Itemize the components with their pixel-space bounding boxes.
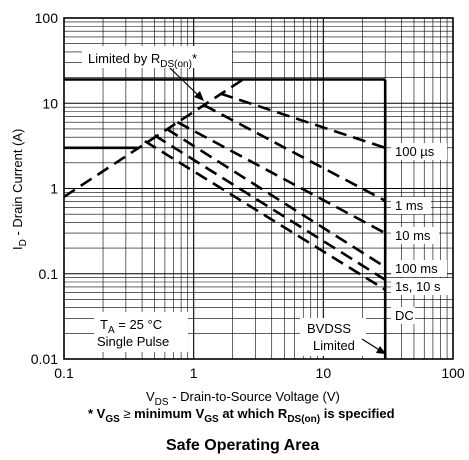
bvdss-arrow-line bbox=[361, 338, 382, 352]
condition-single-pulse: Single Pulse bbox=[97, 334, 169, 349]
fn-e: is specified bbox=[320, 406, 394, 421]
y-title-post: - Drain Current (A) bbox=[10, 129, 25, 240]
series-label-bg bbox=[391, 307, 415, 324]
fn-approx: ≥ bbox=[123, 406, 130, 421]
series-label: 10 ms bbox=[395, 228, 431, 243]
rds-limit-annotation: Limited by RDS(on)* bbox=[82, 46, 232, 101]
rds-arrow-line bbox=[169, 67, 201, 98]
y-tick-label: 0.01 bbox=[31, 351, 58, 367]
rds-label-pre: Limited by R bbox=[88, 51, 160, 66]
series-label-bg bbox=[391, 197, 431, 214]
soa-boundaries bbox=[63, 78, 387, 359]
fn-a-sub: GS bbox=[105, 414, 120, 425]
y-tick-label: 1 bbox=[50, 181, 58, 197]
vgs-footnote: * VGS ≥ minimum VGS at which RDS(on) is … bbox=[88, 406, 395, 425]
fn-c-sub: GS bbox=[204, 414, 219, 425]
chart-title: Safe Operating Area bbox=[166, 437, 319, 454]
grid bbox=[64, 18, 453, 359]
x-title-post: - Drain-to-Source Voltage (V) bbox=[169, 389, 340, 404]
series-line bbox=[166, 127, 386, 269]
rds-label-post: * bbox=[192, 51, 197, 66]
x-tick-label: 10 bbox=[316, 365, 332, 381]
x-tick-label: 100 bbox=[441, 365, 465, 381]
series-label: 1s, 10 s bbox=[395, 279, 441, 294]
x-title-sub: DS bbox=[155, 397, 169, 408]
series-line bbox=[144, 139, 386, 291]
plot-frame bbox=[63, 17, 454, 360]
x-tick-label: 1 bbox=[190, 365, 198, 381]
boundary-rds-on-limit bbox=[63, 78, 244, 198]
series-label: 1 ms bbox=[395, 198, 424, 213]
condition-ta-value: = 25 °C bbox=[115, 317, 162, 332]
x-tick-label: 0.1 bbox=[54, 365, 74, 381]
soa-series-lines bbox=[144, 92, 386, 291]
y-title-pre: I bbox=[10, 246, 25, 250]
series-line bbox=[153, 134, 386, 281]
fn-c: minimum V bbox=[131, 406, 205, 421]
y-title-sub: D bbox=[18, 239, 29, 246]
fn-d: at which R bbox=[219, 406, 288, 421]
series-label-bg bbox=[391, 260, 447, 277]
series-label: 100 µs bbox=[395, 144, 435, 159]
series-label-bg bbox=[391, 143, 447, 160]
rds-label-sub: DS(on) bbox=[160, 59, 192, 70]
fn-a: * V bbox=[88, 406, 106, 421]
series-labels: 100 µs 1 ms 10 ms 100 ms 1s, 10 s DC bbox=[391, 143, 463, 324]
svg-text:TA = 25 °C: TA = 25 °C bbox=[100, 317, 162, 336]
rds-arrow-head bbox=[194, 91, 204, 101]
series-label-bg bbox=[391, 278, 463, 295]
x-title-pre: V bbox=[146, 389, 155, 404]
bvdss-arrow-head bbox=[376, 346, 386, 354]
condition-ta-sub: A bbox=[108, 325, 115, 336]
series-label-bg bbox=[391, 227, 439, 244]
y-tick-label: 100 bbox=[35, 10, 59, 26]
test-condition-annotation: TA = 25 °C Single Pulse bbox=[94, 312, 188, 352]
bvdss-limited-label: Limited bbox=[313, 338, 355, 353]
series-label: 100 ms bbox=[395, 261, 438, 276]
x-axis-title: VDS - Drain-to-Source Voltage (V) bbox=[146, 389, 340, 408]
bvdss-label: BVDSS bbox=[307, 321, 351, 336]
y-tick-label: 0.1 bbox=[39, 266, 59, 282]
series-line bbox=[219, 92, 386, 150]
bvdss-annotation: BVDSS Limited bbox=[300, 318, 386, 356]
condition-ta: T bbox=[100, 317, 108, 332]
series-label: DC bbox=[395, 308, 414, 323]
y-tick-label: 10 bbox=[42, 95, 58, 111]
series-line bbox=[203, 103, 386, 202]
fn-d-sub: DS(on) bbox=[287, 414, 320, 425]
y-axis-title: ID - Drain Current (A) bbox=[10, 129, 29, 250]
svg-text:Limited by RDS(on)*: Limited by RDS(on)* bbox=[88, 51, 197, 70]
